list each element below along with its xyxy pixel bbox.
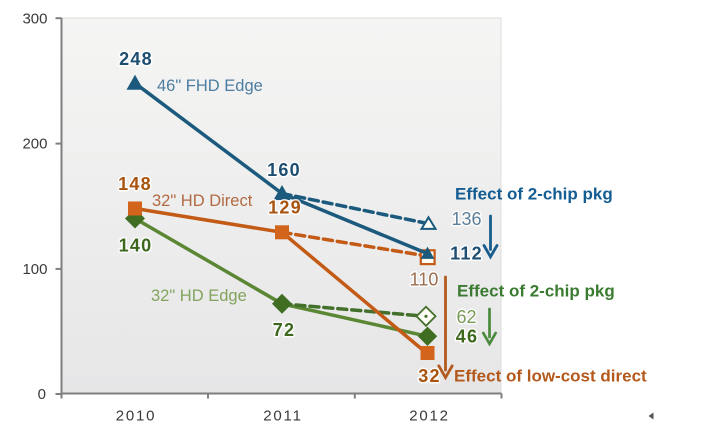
svg-text:Effect of 2-chip pkg: Effect of 2-chip pkg	[455, 185, 613, 204]
svg-text:200: 200	[22, 136, 47, 153]
svg-text:0: 0	[38, 386, 46, 403]
svg-text:140: 140	[119, 236, 153, 256]
svg-text:160: 160	[267, 160, 301, 180]
svg-text:112: 112	[450, 244, 483, 264]
svg-text:136: 136	[451, 209, 481, 229]
svg-text:32: 32	[418, 366, 440, 386]
svg-text:2011: 2011	[263, 408, 302, 425]
svg-text:72: 72	[273, 320, 295, 340]
svg-text:Effect of 2-chip pkg: Effect of 2-chip pkg	[457, 282, 615, 301]
svg-text:32" HD Direct: 32" HD Direct	[152, 192, 253, 210]
svg-text:300: 300	[22, 10, 47, 27]
svg-text:248: 248	[119, 49, 153, 69]
svg-text:32" HD Edge: 32" HD Edge	[151, 287, 247, 305]
svg-text:62: 62	[456, 307, 476, 327]
svg-text:148: 148	[118, 174, 152, 194]
svg-text:46: 46	[456, 327, 478, 347]
svg-text:Effect of low-cost direct: Effect of low-cost direct	[454, 367, 647, 386]
svg-text:129: 129	[268, 198, 302, 218]
svg-text:110: 110	[410, 270, 439, 290]
svg-text:46" FHD Edge: 46" FHD Edge	[157, 77, 263, 95]
svg-text:100: 100	[22, 261, 47, 278]
svg-text:2012: 2012	[409, 408, 450, 425]
svg-text:2010: 2010	[116, 408, 157, 425]
